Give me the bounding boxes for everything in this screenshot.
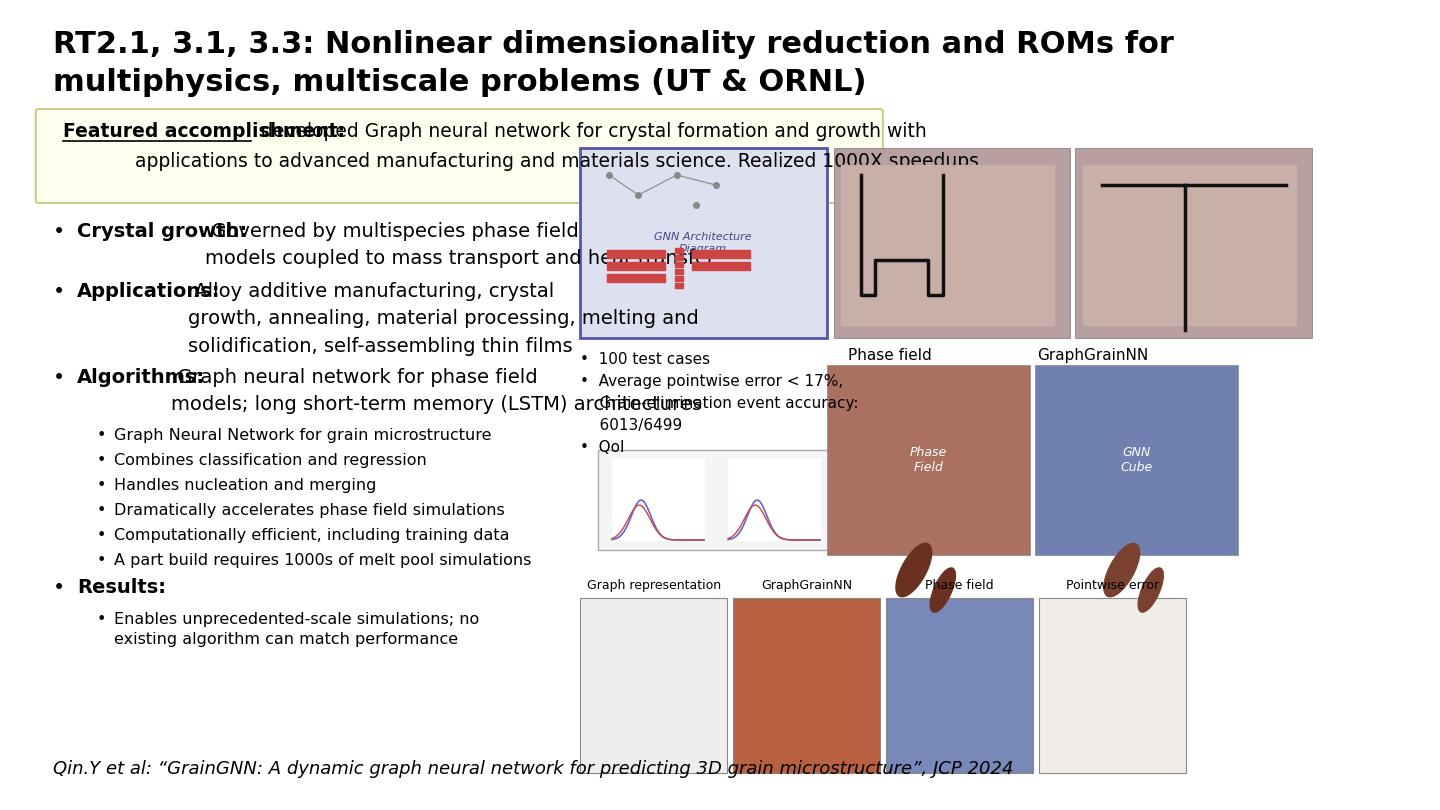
Bar — [675, 248, 683, 253]
Text: •: • — [96, 428, 107, 443]
Text: •  QoI: • QoI — [580, 440, 625, 455]
Bar — [612, 458, 704, 540]
Bar — [675, 276, 683, 281]
Text: Governed by multispecies phase field
models coupled to mass transport and heat t: Governed by multispecies phase field mod… — [204, 222, 716, 268]
FancyBboxPatch shape — [733, 598, 880, 773]
Text: Pointwise error: Pointwise error — [1066, 579, 1159, 592]
Text: Dramatically accelerates phase field simulations: Dramatically accelerates phase field sim… — [114, 503, 505, 518]
Bar — [608, 274, 665, 282]
Bar — [675, 283, 683, 288]
Ellipse shape — [896, 544, 932, 597]
FancyBboxPatch shape — [36, 109, 883, 203]
Text: Algorithms:: Algorithms: — [78, 368, 206, 387]
Bar — [675, 269, 683, 274]
Bar — [729, 458, 819, 540]
Text: •: • — [96, 553, 107, 568]
Text: Results:: Results: — [78, 578, 167, 597]
Text: Grain-elimination event accuracy:: Grain-elimination event accuracy: — [580, 396, 858, 411]
Text: •: • — [96, 528, 107, 543]
Bar — [1083, 165, 1296, 325]
Text: Phase field: Phase field — [848, 348, 932, 363]
Text: GraphGrainNN: GraphGrainNN — [760, 579, 852, 592]
Text: Alloy additive manufacturing, crystal
growth, annealing, material processing, me: Alloy additive manufacturing, crystal gr… — [189, 282, 698, 356]
Text: GraphGrainNN: GraphGrainNN — [1037, 348, 1148, 363]
FancyBboxPatch shape — [886, 598, 1032, 773]
Text: Phase field: Phase field — [924, 579, 994, 592]
Text: Graph representation: Graph representation — [586, 579, 721, 592]
Text: •: • — [53, 222, 65, 242]
Text: Qin.Y et al: “GrainGNN: A dynamic graph neural network for predicting 3D grain m: Qin.Y et al: “GrainGNN: A dynamic graph … — [53, 760, 1014, 778]
Bar — [693, 250, 750, 258]
Text: •: • — [53, 282, 65, 302]
Text: 6013/6499: 6013/6499 — [580, 418, 683, 433]
Text: •  100 test cases: • 100 test cases — [580, 352, 710, 367]
Text: •: • — [96, 503, 107, 518]
FancyBboxPatch shape — [1038, 598, 1185, 773]
Text: •: • — [53, 578, 65, 598]
Bar — [675, 255, 683, 260]
Text: developed Graph neural network for crystal formation and growth with: developed Graph neural network for cryst… — [255, 122, 927, 141]
Text: •: • — [96, 478, 107, 493]
Bar — [693, 262, 750, 270]
Text: •: • — [96, 612, 107, 627]
Ellipse shape — [930, 568, 955, 612]
Text: Graph Neural Network for grain microstructure: Graph Neural Network for grain microstru… — [114, 428, 491, 443]
Text: A part build requires 1000s of melt pool simulations: A part build requires 1000s of melt pool… — [114, 553, 531, 568]
Text: Applications:: Applications: — [78, 282, 220, 301]
Text: multiphysics, multiscale problems (UT & ORNL): multiphysics, multiscale problems (UT & … — [53, 68, 867, 97]
Text: •: • — [53, 368, 65, 388]
FancyBboxPatch shape — [580, 598, 727, 773]
Text: applications to advanced manufacturing and materials science. Realized 1000X spe: applications to advanced manufacturing a… — [135, 152, 985, 171]
Text: Phase
Field: Phase Field — [910, 446, 948, 474]
Text: Crystal growth:: Crystal growth: — [78, 222, 248, 241]
Text: Computationally efficient, including training data: Computationally efficient, including tra… — [114, 528, 510, 543]
Text: RT2.1, 3.1, 3.3: Nonlinear dimensionality reduction and ROMs for: RT2.1, 3.1, 3.3: Nonlinear dimensionalit… — [53, 30, 1174, 59]
Bar — [608, 262, 665, 270]
Bar — [608, 250, 665, 258]
Text: •  Average pointwise error < 17%,: • Average pointwise error < 17%, — [580, 374, 844, 389]
Ellipse shape — [1138, 568, 1164, 612]
FancyBboxPatch shape — [1076, 148, 1312, 338]
Bar — [675, 262, 683, 267]
FancyBboxPatch shape — [598, 450, 829, 550]
Text: Handles nucleation and merging: Handles nucleation and merging — [114, 478, 376, 493]
Text: Combines classification and regression: Combines classification and regression — [114, 453, 426, 468]
Bar — [841, 165, 1054, 325]
Text: GNN
Cube: GNN Cube — [1120, 446, 1152, 474]
Text: GNN Architecture
Diagram: GNN Architecture Diagram — [654, 232, 752, 254]
FancyBboxPatch shape — [834, 148, 1070, 338]
FancyBboxPatch shape — [1035, 365, 1238, 555]
FancyBboxPatch shape — [827, 365, 1030, 555]
Text: •: • — [96, 453, 107, 468]
FancyBboxPatch shape — [580, 148, 827, 338]
Text: Enables unprecedented-scale simulations; no
existing algorithm can match perform: Enables unprecedented-scale simulations;… — [114, 612, 480, 647]
Text: Featured accomplishment:: Featured accomplishment: — [63, 122, 344, 141]
Text: Graph neural network for phase field
models; long short-term memory (LSTM) archi: Graph neural network for phase field mod… — [171, 368, 701, 414]
Ellipse shape — [1104, 544, 1139, 597]
